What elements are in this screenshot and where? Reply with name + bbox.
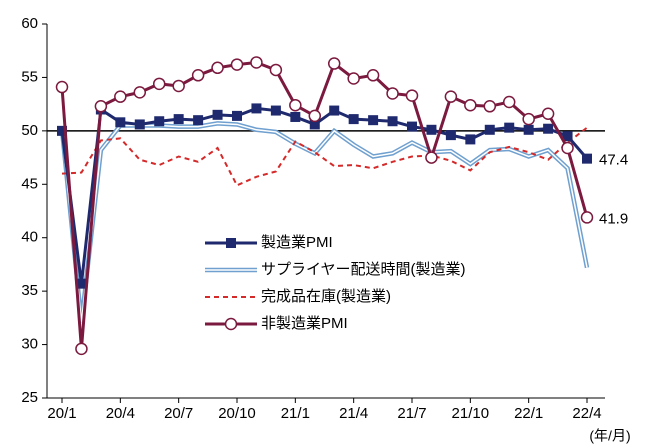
marker <box>173 114 184 125</box>
marker <box>543 123 554 134</box>
marker <box>230 58 244 71</box>
marker <box>502 95 516 109</box>
marker <box>115 117 126 128</box>
marker <box>211 61 224 75</box>
marker <box>308 109 322 123</box>
marker <box>445 130 456 141</box>
marker <box>250 56 263 69</box>
marker <box>366 69 380 82</box>
marker <box>407 121 417 132</box>
x-tick-label: 21/4 <box>339 405 368 422</box>
marker <box>580 211 594 224</box>
marker <box>329 105 340 116</box>
line <box>60 60 589 349</box>
marker <box>504 122 515 133</box>
y-tick-label: 45 <box>21 175 38 192</box>
marker <box>522 112 535 126</box>
marker <box>327 57 341 70</box>
x-tick-label: 22/4 <box>572 405 601 422</box>
data-label: 41.9 <box>599 210 628 227</box>
x-tick-label: 20/7 <box>164 405 193 422</box>
marker <box>75 342 88 356</box>
marker <box>347 72 360 85</box>
y-tick-label: 40 <box>21 229 38 246</box>
marker <box>55 80 69 94</box>
marker <box>405 89 419 102</box>
marker <box>232 110 242 121</box>
marker <box>425 151 438 164</box>
marker <box>309 119 320 130</box>
marker <box>484 124 495 135</box>
legend-label: 非製造業PMI <box>261 315 348 332</box>
x-tick-label: 21/1 <box>281 405 310 422</box>
marker <box>212 109 223 120</box>
y-tick-label: 60 <box>21 15 38 32</box>
marker <box>114 90 127 103</box>
marker <box>94 100 108 113</box>
marker <box>387 116 398 127</box>
marker <box>368 115 379 126</box>
x-tick-label: 20/4 <box>106 405 135 422</box>
marker <box>483 100 497 113</box>
marker <box>464 98 477 112</box>
marker <box>269 63 283 77</box>
marker <box>270 105 281 116</box>
y-tick-label: 50 <box>21 122 38 139</box>
x-tick-label: 22/1 <box>514 405 543 422</box>
data-label: 47.4 <box>599 152 628 169</box>
y-tick-label: 25 <box>21 389 38 406</box>
marker <box>193 115 204 126</box>
legend-marker <box>226 238 236 248</box>
marker <box>465 134 476 145</box>
marker <box>444 90 458 103</box>
x-tick-label: 20/10 <box>218 405 256 422</box>
marker <box>348 114 359 125</box>
y-tick-label: 55 <box>21 68 38 85</box>
x-axis-label: (年/月) <box>589 428 630 444</box>
marker <box>289 98 302 112</box>
marker <box>152 77 166 91</box>
marker <box>561 141 574 155</box>
marker <box>523 124 534 135</box>
marker <box>134 119 145 130</box>
marker <box>172 79 185 93</box>
legend-label: 完成品在庫(製造業) <box>261 288 391 305</box>
marker <box>426 124 437 135</box>
marker <box>386 87 399 100</box>
marker <box>154 116 165 127</box>
x-tick-label: 21/10 <box>452 405 490 422</box>
marker <box>541 107 555 121</box>
marker <box>290 111 301 122</box>
line <box>60 106 589 284</box>
marker <box>582 153 592 164</box>
legend-label: 製造業PMI <box>261 234 333 251</box>
marker <box>562 131 573 142</box>
marker <box>133 86 147 99</box>
marker <box>57 125 67 136</box>
x-tick-label: 20/1 <box>47 405 76 422</box>
marker <box>251 103 262 114</box>
legend-marker <box>224 317 238 331</box>
legend-label: サプライヤー配送時間(製造業) <box>261 261 466 278</box>
y-tick-label: 35 <box>21 282 38 299</box>
line <box>61 126 588 187</box>
x-tick-label: 21/7 <box>397 405 426 422</box>
y-tick-label: 30 <box>21 336 38 353</box>
marker <box>191 69 205 82</box>
marker <box>76 278 87 289</box>
